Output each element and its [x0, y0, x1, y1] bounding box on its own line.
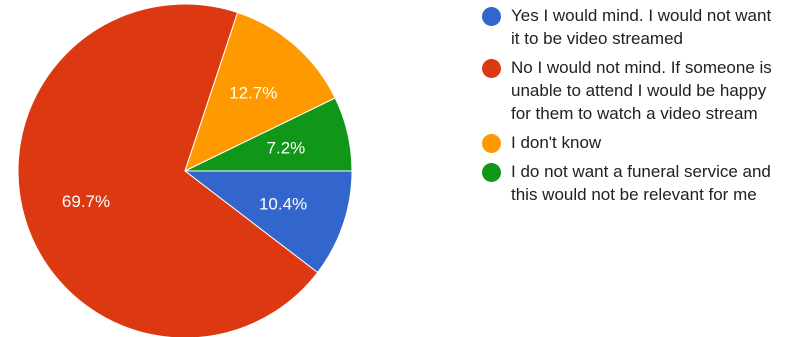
- pie-slice-yes-would-mind[interactable]: [183, 170, 353, 274]
- slice-label-no-funeral: 7.2%: [267, 138, 306, 157]
- legend-label: Yes I would mind. I would not want it to…: [511, 6, 772, 48]
- legend-label: I do not want a funeral service and this…: [511, 162, 771, 204]
- legend-label: I don't know: [511, 133, 602, 152]
- pie-slice-no-funeral[interactable]: [184, 97, 353, 172]
- legend-swatch-icon: [482, 7, 501, 26]
- legend-item-yes-would-mind[interactable]: Yes I would mind. I would not want it to…: [482, 4, 782, 50]
- slice-label-yes-would-mind: 10.4%: [259, 195, 307, 214]
- legend: Yes I would mind. I would not want it to…: [482, 4, 782, 212]
- legend-label: No I would not mind. If someone is unabl…: [511, 58, 772, 123]
- pie-chart: 10.4% 69.7% 12.7% 7.2%: [17, 3, 353, 337]
- pie-slice-no-would-not-mind[interactable]: [17, 3, 319, 337]
- pie-slice-dont-know[interactable]: [184, 11, 336, 172]
- slice-label-dont-know: 12.7%: [229, 84, 277, 103]
- legend-swatch-icon: [482, 163, 501, 182]
- legend-swatch-icon: [482, 134, 501, 153]
- slice-label-no-would-not-mind: 69.7%: [62, 192, 110, 211]
- legend-item-no-funeral[interactable]: I do not want a funeral service and this…: [482, 160, 782, 206]
- legend-swatch-icon: [482, 59, 501, 78]
- legend-item-no-would-not-mind[interactable]: No I would not mind. If someone is unabl…: [482, 56, 782, 125]
- legend-item-dont-know[interactable]: I don't know: [482, 131, 782, 154]
